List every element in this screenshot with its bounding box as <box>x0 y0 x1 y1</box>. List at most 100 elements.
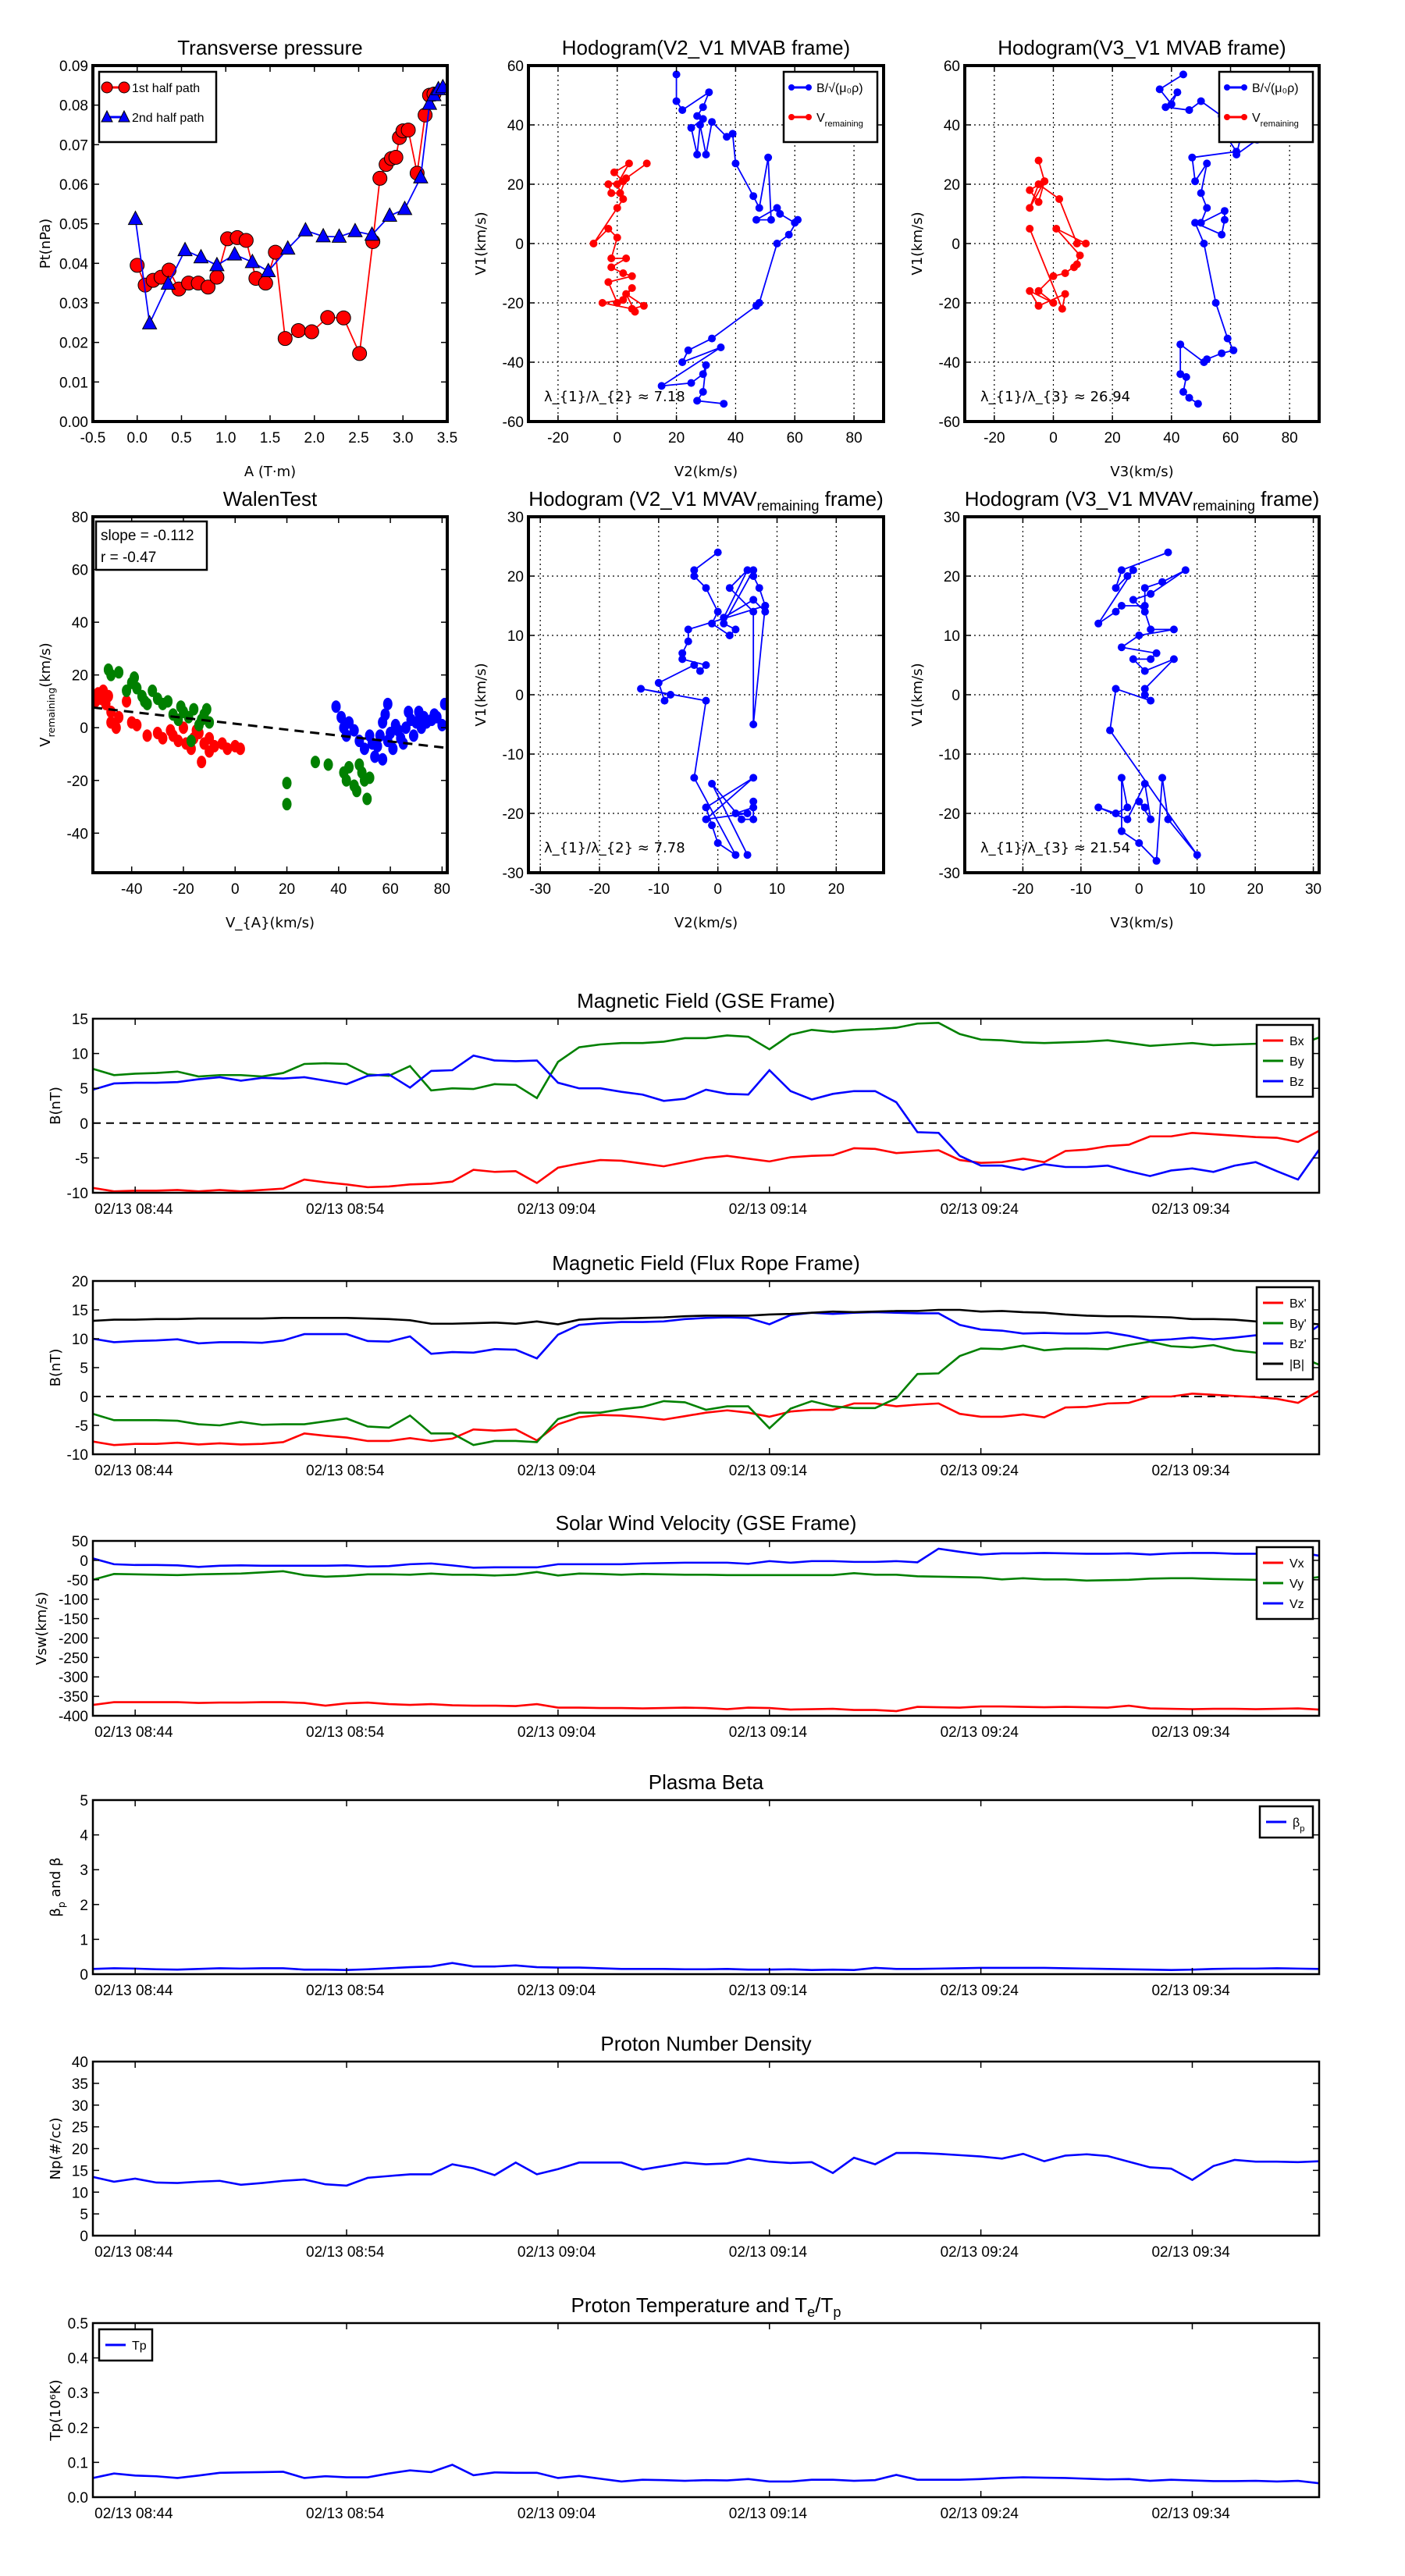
data-point <box>619 195 628 203</box>
data-point <box>114 666 124 679</box>
y-tick-label: 20 <box>944 177 960 194</box>
chart-title: Hodogram(V2_V1 MVAB frame) <box>562 36 850 59</box>
data-point <box>1135 839 1144 847</box>
y-tick-label: -50 <box>67 1573 88 1589</box>
data-point <box>702 803 710 812</box>
data-point <box>654 678 663 687</box>
data-point <box>607 254 616 262</box>
data-point <box>352 346 368 361</box>
data-point <box>282 777 292 790</box>
data-point <box>1094 803 1103 812</box>
y-axis-label: Pt(nPa) <box>37 219 54 269</box>
data-point <box>1203 204 1211 212</box>
data-point <box>690 566 699 575</box>
series-by <box>93 1022 1319 1100</box>
chart-magnetic-field-gse: 02/13 08:44 02/13 08:54 02/13 09:04 02/13 0… <box>48 989 1321 1218</box>
data-point <box>1034 301 1043 310</box>
x-axis-label: V3(km/s) <box>1110 915 1173 931</box>
chart-plasma-beta: 02/13 08:44 02/13 08:54 02/13 09:04 02/13 0… <box>48 1770 1321 1999</box>
legend-marker <box>806 84 812 91</box>
y-axis-label: Vremaining(km/s) <box>37 642 57 746</box>
data-point <box>690 661 699 669</box>
data-point <box>613 299 621 307</box>
x-tick-label: -20 <box>173 881 194 898</box>
data-point <box>713 839 722 847</box>
data-point <box>439 697 447 710</box>
axes-frame <box>91 1017 1321 1194</box>
data-point <box>310 756 320 769</box>
x-tick-label: 02/13 09:34 <box>1151 1201 1230 1218</box>
data-point <box>130 671 140 685</box>
data-point <box>1218 230 1226 239</box>
x-tick-label: 30 <box>1305 881 1321 898</box>
y-tick-label: -60 <box>503 415 524 431</box>
y-axis-label: V1(km/s) <box>909 212 926 275</box>
data-point <box>639 301 648 310</box>
data-point <box>382 207 398 222</box>
y-tick-label: 0 <box>80 1967 88 1984</box>
legend-label: B/√(μ₀ρ) <box>1252 82 1299 95</box>
data-point <box>687 379 695 387</box>
data-point <box>1218 349 1226 358</box>
x-tick-label: 60 <box>1222 430 1239 447</box>
data-point <box>1026 204 1034 212</box>
data-point <box>678 649 687 657</box>
legend-item: Vy <box>1263 1578 1304 1591</box>
data-point <box>773 240 781 247</box>
y-tick-label: 0 <box>515 688 524 704</box>
series-b <box>637 548 770 859</box>
data-point <box>622 254 631 262</box>
series-line <box>93 1570 1319 1582</box>
data-point <box>1140 685 1149 693</box>
data-point <box>1152 856 1161 865</box>
data-point <box>773 204 781 212</box>
data-point <box>344 760 354 774</box>
chart-title: Hodogram (V3_V1 MVAVremaining frame) <box>965 487 1320 514</box>
data-point <box>1223 334 1232 343</box>
data-point <box>331 700 341 713</box>
data-point <box>388 150 404 165</box>
chart-title: Hodogram (V2_V1 MVAVremaining frame) <box>528 487 884 514</box>
y-tick-label: 20 <box>72 668 88 685</box>
legend-item: Bx' <box>1263 1297 1307 1311</box>
y-axis-label: V1(km/s) <box>473 212 489 275</box>
y-tick-label: 15 <box>72 2163 88 2179</box>
data-point <box>708 334 717 343</box>
y-axis-label: βp and β <box>48 1857 67 1916</box>
data-point <box>607 189 616 197</box>
data-point <box>177 241 193 257</box>
data-point <box>1112 607 1120 616</box>
x-tick-label: 60 <box>787 430 803 447</box>
legend-item: Vremaining <box>788 112 863 129</box>
legend: Bx' By' Bz' |B| <box>1255 1286 1314 1381</box>
data-point <box>1147 655 1155 664</box>
x-tick-label: 0 <box>231 881 240 898</box>
data-point <box>132 718 142 731</box>
chart-hodogram-v3-v1-mvab: -20 0 20 40 60 80 -60 -40 -20 0 20 40 60 Hodogram(V3_… <box>909 36 1321 480</box>
data-point <box>378 753 388 766</box>
y-tick-label: 10 <box>72 1332 88 1348</box>
data-point <box>708 118 717 126</box>
plot-area <box>1094 548 1201 865</box>
data-point <box>728 130 737 138</box>
legend-marker <box>806 114 812 120</box>
legend-label: Bx' <box>1289 1297 1307 1311</box>
series-bz <box>93 1054 1319 1181</box>
data-point <box>755 204 763 212</box>
legend-marker <box>1241 114 1247 120</box>
data-point <box>142 729 152 742</box>
x-tick-label: 02/13 08:44 <box>94 1201 173 1218</box>
legend-item: 1st half path <box>101 81 200 95</box>
y-tick-label: 5 <box>80 1361 88 1377</box>
data-point <box>708 619 717 628</box>
x-tick-label: 1.0 <box>215 430 236 447</box>
data-point <box>1117 643 1126 652</box>
data-point <box>702 361 710 369</box>
data-point <box>331 228 347 243</box>
data-point <box>731 809 740 817</box>
data-point <box>205 716 215 729</box>
x-axis-label: V3(km/s) <box>1110 464 1173 480</box>
data-point <box>1229 346 1238 354</box>
data-point <box>400 123 416 138</box>
